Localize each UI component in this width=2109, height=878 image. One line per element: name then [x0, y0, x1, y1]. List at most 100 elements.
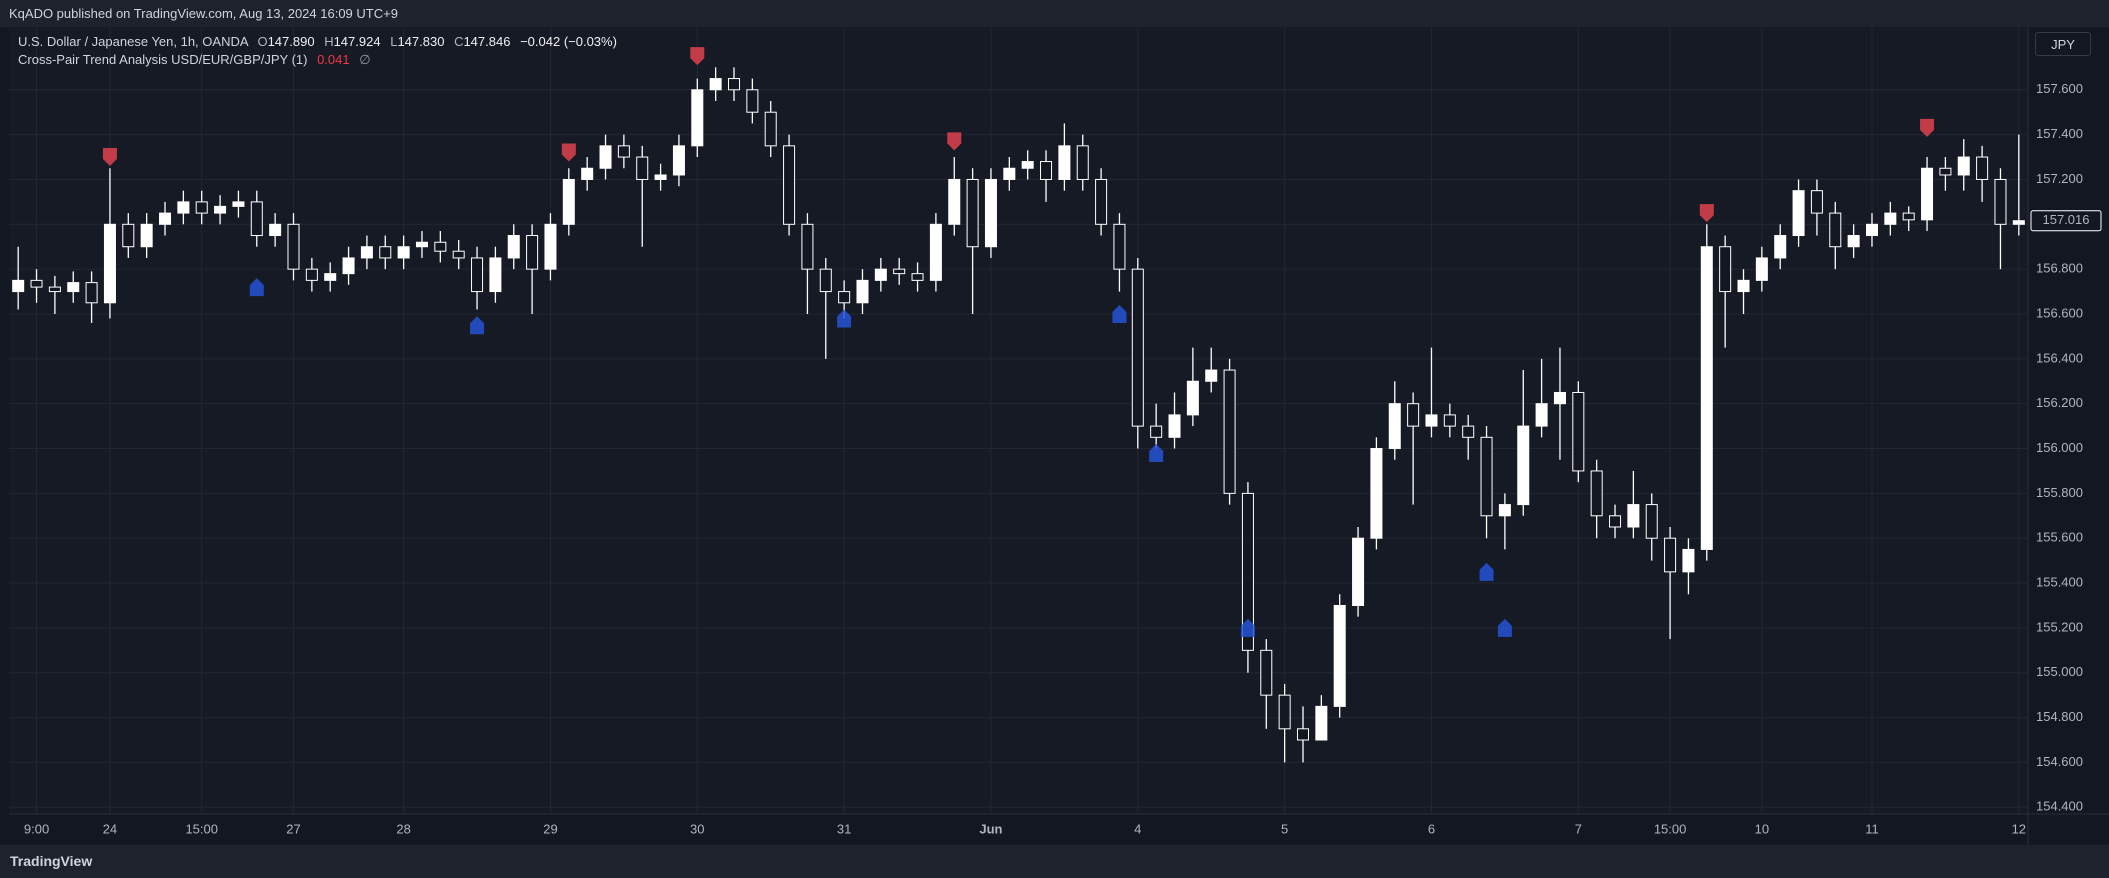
candle-body	[434, 241, 447, 252]
candle-body	[159, 212, 172, 225]
sell-marker	[561, 143, 576, 162]
y-tick-label: 156.400	[2036, 350, 2083, 365]
candle-body	[911, 273, 924, 281]
x-tick-label: 29	[543, 821, 557, 836]
x-tick-label: 15:00	[185, 821, 218, 836]
y-tick-label: 156.200	[2036, 395, 2083, 410]
candle-body	[379, 246, 392, 259]
candle-body	[1315, 705, 1328, 741]
y-tick-label: 155.800	[2036, 485, 2083, 500]
y-tick-label: 157.200	[2036, 171, 2083, 186]
candle-body	[2012, 220, 2025, 225]
candle-body	[1425, 414, 1438, 427]
candle-body	[819, 268, 832, 293]
candle-body	[617, 145, 630, 158]
candle-body	[1223, 369, 1236, 494]
candle-body	[1040, 161, 1053, 180]
candle-body	[581, 167, 594, 180]
candle-body	[893, 268, 906, 275]
ohlc-value: 147.924	[333, 34, 381, 49]
candle-body	[1865, 223, 1878, 237]
ohlc-value: 147.830	[397, 34, 445, 49]
candle-body	[1333, 604, 1346, 707]
candle-body	[1664, 537, 1677, 573]
ohlc-key: H	[324, 34, 334, 49]
last-price-label: 157.016	[2043, 212, 2090, 227]
ohlc-key: O	[257, 34, 268, 49]
candle-body	[1737, 279, 1750, 293]
x-tick-label: 6	[1428, 821, 1435, 836]
candle-body	[342, 257, 355, 275]
candle-body	[269, 223, 282, 237]
candle-body	[1609, 515, 1622, 528]
buy-marker	[470, 316, 485, 335]
buy-marker	[837, 309, 852, 328]
x-tick-label: 28	[396, 821, 410, 836]
candle-body	[1719, 246, 1732, 293]
candle-body	[452, 250, 465, 259]
x-tick-label: 4	[1134, 821, 1141, 836]
footer: TradingView	[0, 845, 2109, 878]
candle-body	[1682, 548, 1695, 573]
indicator-name: Cross-Pair Trend Analysis USD/EUR/GBP/JP…	[18, 52, 308, 67]
candle-body	[1296, 728, 1310, 741]
candle-body	[140, 223, 153, 248]
candle-body	[1443, 414, 1456, 427]
candle-body	[1884, 212, 1897, 225]
candle-body	[1774, 235, 1787, 259]
candle-body	[1976, 156, 1989, 180]
candle-body	[324, 273, 337, 281]
candle-body	[709, 78, 722, 91]
candle-body	[1260, 649, 1273, 696]
ohlc-value: 147.890	[267, 34, 315, 49]
y-tick-label: 154.400	[2036, 799, 2083, 814]
candle-body	[471, 257, 484, 293]
y-tick-label: 154.800	[2036, 709, 2083, 724]
x-tick-label: 24	[103, 821, 117, 836]
candle-body	[1278, 694, 1291, 730]
candle-body	[599, 145, 612, 169]
ohlc-key: C	[454, 34, 464, 49]
candle-body	[489, 257, 502, 293]
candle-body	[948, 178, 961, 225]
candle-body	[1168, 414, 1181, 438]
candle-body	[1847, 235, 1860, 248]
x-tick-label: 7	[1575, 821, 1582, 836]
candle-body	[1535, 403, 1548, 427]
sell-marker	[1699, 204, 1714, 223]
candle-body	[1113, 223, 1126, 270]
candle-body	[1498, 504, 1511, 517]
candle-body	[1553, 391, 1566, 405]
x-tick-label: 11	[1865, 821, 1879, 836]
y-tick-label: 156.000	[2036, 440, 2083, 455]
candle-body	[856, 279, 869, 304]
y-tick-label: 156.600	[2036, 305, 2083, 320]
currency-button[interactable]: JPY	[2035, 32, 2091, 56]
sell-marker	[947, 132, 962, 151]
y-tick-label: 155.600	[2036, 530, 2083, 545]
candle-body	[177, 201, 190, 214]
candle-body	[929, 223, 942, 281]
candle-body	[1517, 425, 1530, 506]
candle-body	[691, 89, 704, 147]
candle-body	[12, 279, 25, 293]
buy-marker	[1149, 444, 1164, 463]
candle-body	[250, 201, 263, 237]
candle-body	[1480, 436, 1493, 517]
buy-marker	[1479, 562, 1494, 581]
candle-body	[838, 291, 851, 304]
candle-body	[48, 286, 61, 293]
candle-body	[1205, 369, 1218, 382]
candle-body	[526, 235, 539, 270]
candle-body	[966, 178, 979, 248]
candle-body	[801, 223, 814, 270]
candle-body	[415, 241, 428, 248]
brand: TradingView	[10, 853, 93, 869]
candle-body	[1131, 268, 1144, 427]
y-tick-label: 155.400	[2036, 574, 2083, 589]
candle-body	[1058, 145, 1071, 180]
last-price-box	[2030, 210, 2102, 232]
candle-body	[874, 268, 887, 281]
